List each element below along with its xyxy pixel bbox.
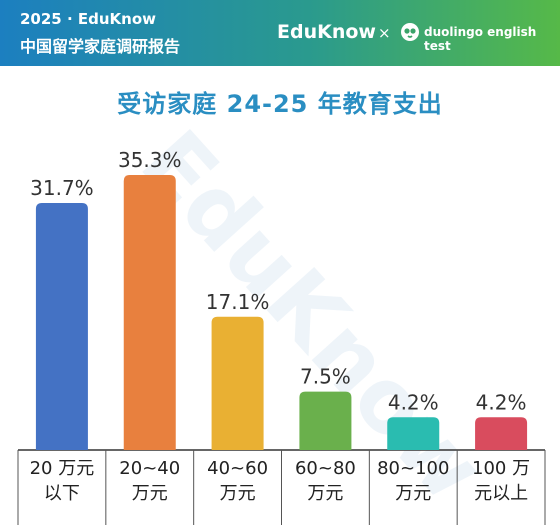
data-label: 17.1% <box>206 290 270 314</box>
duolingo-logo-text: duolingo english test <box>424 25 537 53</box>
report-header: 2025 · EduKnow 中国留学家庭调研报告 EduKnow × duol… <box>0 0 560 66</box>
x-tick-label: 20~40 <box>119 458 180 479</box>
bar <box>387 417 440 450</box>
report-title: 中国留学家庭调研报告 <box>20 37 181 56</box>
data-label: 31.7% <box>30 176 94 200</box>
x-tick-label: 60~80 <box>295 458 356 479</box>
eduknow-logo: EduKnow <box>277 21 376 43</box>
x-tick-label: 80~100 <box>377 458 449 479</box>
bar <box>475 417 528 450</box>
chart-title: 受访家庭 24-25 年教育支出 <box>117 90 443 118</box>
x-tick-label: 万元 <box>220 483 256 504</box>
data-label: 7.5% <box>300 365 351 389</box>
x-tick-label: 40~60 <box>207 458 268 479</box>
data-label: 4.2% <box>476 390 527 414</box>
data-label: 4.2% <box>388 390 439 414</box>
x-tick-label: 万元 <box>132 483 168 504</box>
x-tick-label: 万元 <box>395 483 431 504</box>
bar <box>211 316 264 450</box>
x-tick-label: 以下 <box>44 483 80 504</box>
x-tick-label: 万元 <box>307 483 343 504</box>
data-label: 35.3% <box>118 148 182 172</box>
bar <box>35 203 88 450</box>
x-tick-label: 元以上 <box>474 483 528 504</box>
report-year: 2025 · EduKnow <box>20 10 157 28</box>
duolingo-owl-icon <box>401 23 419 41</box>
brand-separator: × <box>378 24 391 42</box>
bar <box>299 391 352 450</box>
x-tick-label: 20 万元 <box>30 458 95 479</box>
bar <box>123 175 176 450</box>
x-tick-label: 100 万 <box>472 458 530 479</box>
